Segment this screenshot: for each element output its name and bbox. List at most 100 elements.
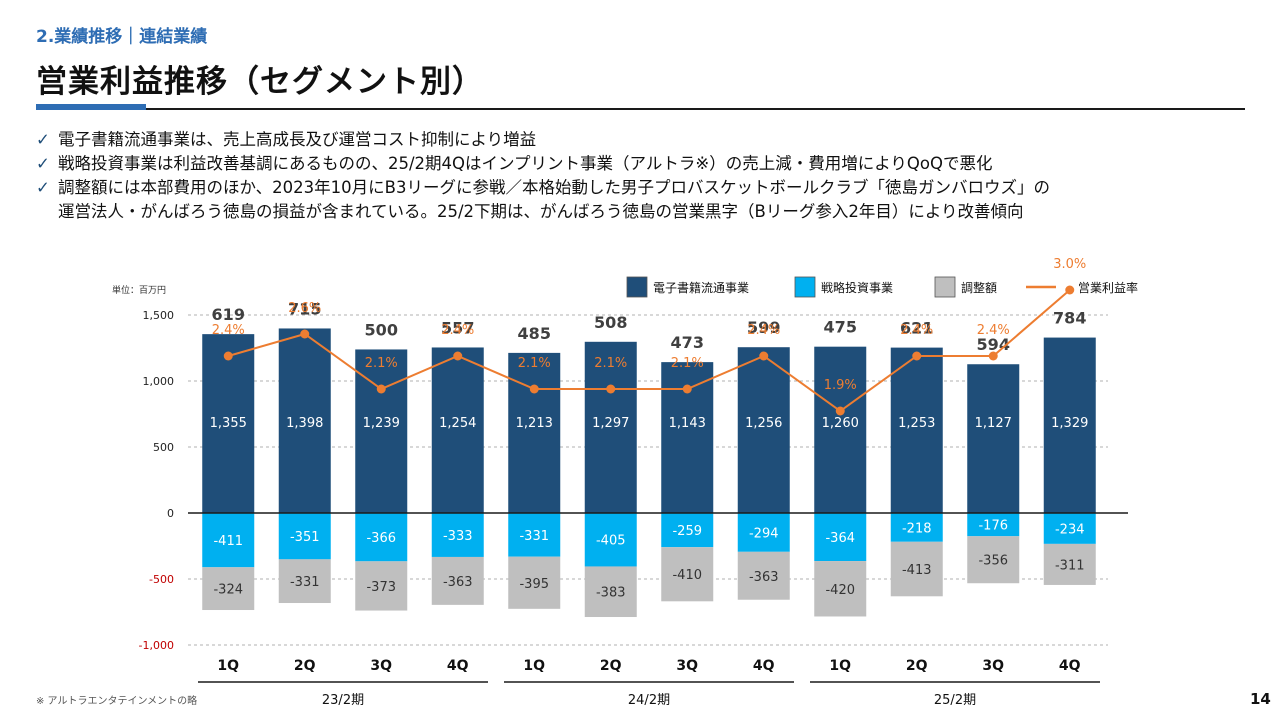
bar-adjustment [584, 566, 637, 618]
total-label: 599 [747, 318, 780, 337]
bar-distribution [1043, 337, 1096, 513]
margin-label: 2.6% [288, 301, 321, 316]
legend-swatch [934, 276, 956, 298]
margin-point [453, 351, 463, 361]
x-tick-label: 2Q [600, 658, 622, 674]
total-label: 475 [824, 318, 857, 337]
page-title: 営業利益推移（セグメント別） [36, 64, 484, 100]
bar-strategic-investment [661, 513, 714, 548]
legend-label: 戦略投資事業 [821, 280, 893, 295]
legend-label: 営業利益率 [1078, 280, 1138, 295]
period-label: 23/2期 [322, 693, 364, 708]
bar-adjustment [814, 561, 867, 617]
margin-point [988, 351, 998, 361]
bar-distribution [890, 347, 943, 513]
bar-strategic-investment [967, 513, 1020, 537]
total-label: 508 [594, 313, 627, 332]
bar-value-label: -420 [825, 583, 855, 598]
x-tick-label: 2Q [294, 658, 316, 674]
bar-adjustment [355, 561, 408, 611]
bar-value-label: -234 [1055, 522, 1085, 537]
bar-strategic-investment [890, 513, 943, 542]
bar-distribution [355, 349, 408, 513]
bar-value-label: -413 [902, 563, 932, 578]
bar-strategic-investment [508, 513, 561, 557]
check-icon: ✓ [36, 154, 50, 173]
bar-distribution [584, 341, 637, 513]
y-tick-label: 1,500 [143, 309, 175, 322]
y-tick-label: -1,000 [139, 639, 174, 652]
bar-adjustment [278, 559, 331, 604]
margin-label: 2.1% [671, 356, 704, 371]
margin-point [606, 384, 616, 394]
margin-point [300, 329, 310, 339]
y-tick-label: 500 [153, 441, 174, 454]
bar-value-label: 1,127 [975, 416, 1012, 431]
bar-value-label: 1,260 [822, 416, 859, 431]
bar-value-label: -294 [749, 526, 779, 541]
bar-value-label: -331 [290, 575, 320, 590]
total-label: 715 [288, 299, 321, 318]
margin-label: 2.4% [900, 323, 933, 338]
bar-value-label: -410 [672, 568, 702, 583]
bar-strategic-investment [584, 513, 637, 567]
bullet-text: 調整額には本部費用のほか、2023年10月にB3リーグに参戦／本格始動した男子プ… [58, 178, 1050, 221]
margin-point [1065, 285, 1075, 295]
x-tick-label: 1Q [217, 658, 239, 674]
bar-distribution [737, 347, 790, 513]
margin-point [223, 351, 233, 361]
section-label: 2.業績推移｜連結業績 [36, 27, 208, 47]
total-label: 557 [441, 318, 474, 337]
bar-value-label: 1,239 [363, 416, 400, 431]
bar-value-label: -395 [519, 577, 549, 592]
bar-strategic-investment [1043, 513, 1096, 544]
legend-label: 調整額 [961, 280, 997, 295]
margin-label: 2.1% [594, 356, 627, 371]
bar-value-label: 1,355 [210, 416, 247, 431]
bar-adjustment [737, 551, 790, 600]
legend-swatch [626, 276, 648, 298]
y-tick-label: -500 [149, 573, 174, 586]
x-tick-label: 4Q [447, 658, 469, 674]
bullet-text: 電子書籍流通事業は、売上高成長及び運営コスト抑制により増益 [58, 130, 537, 149]
bar-adjustment [431, 556, 484, 605]
bar-value-label: 1,253 [898, 416, 935, 431]
x-tick-label: 4Q [753, 658, 775, 674]
bar-strategic-investment [355, 513, 408, 562]
x-tick-label: 1Q [523, 658, 545, 674]
margin-label: 2.1% [365, 356, 398, 371]
margin-label: 2.4% [441, 323, 474, 338]
bar-value-label: -366 [366, 531, 396, 546]
period-label: 25/2期 [934, 693, 976, 708]
bar-strategic-investment [278, 513, 331, 560]
bar-strategic-investment [431, 513, 484, 557]
bar-value-label: -383 [596, 586, 626, 601]
bar-adjustment [661, 547, 714, 602]
total-label: 473 [671, 333, 704, 352]
bar-distribution [508, 352, 561, 513]
bar-value-label: 1,329 [1051, 416, 1088, 431]
bar-value-label: 1,256 [745, 416, 782, 431]
total-label: 500 [365, 320, 398, 339]
bar-adjustment [508, 556, 561, 609]
bar-value-label: 1,254 [439, 416, 476, 431]
bar-value-label: -363 [443, 575, 473, 590]
bar-value-label: -311 [1055, 558, 1085, 573]
bar-strategic-investment [814, 513, 867, 562]
bar-adjustment [1043, 543, 1096, 585]
bar-distribution [431, 347, 484, 513]
margin-line [227, 289, 1071, 413]
total-label: 621 [900, 319, 933, 338]
footnote: ※ アルトラエンタテインメントの略 [36, 696, 198, 707]
margin-point [376, 384, 386, 394]
bar-value-label: 1,398 [286, 416, 323, 431]
bullet-item: ✓ 電子書籍流通事業は、売上高成長及び運営コスト抑制により増益 [36, 128, 1256, 152]
bar-distribution [814, 346, 867, 513]
legend-label: 電子書籍流通事業 [653, 280, 749, 295]
margin-label: 3.0% [1053, 257, 1086, 272]
bar-strategic-investment [202, 513, 255, 568]
margin-label: 2.4% [212, 323, 245, 338]
bar-value-label: -411 [213, 534, 243, 549]
bar-value-label: -176 [978, 519, 1008, 534]
